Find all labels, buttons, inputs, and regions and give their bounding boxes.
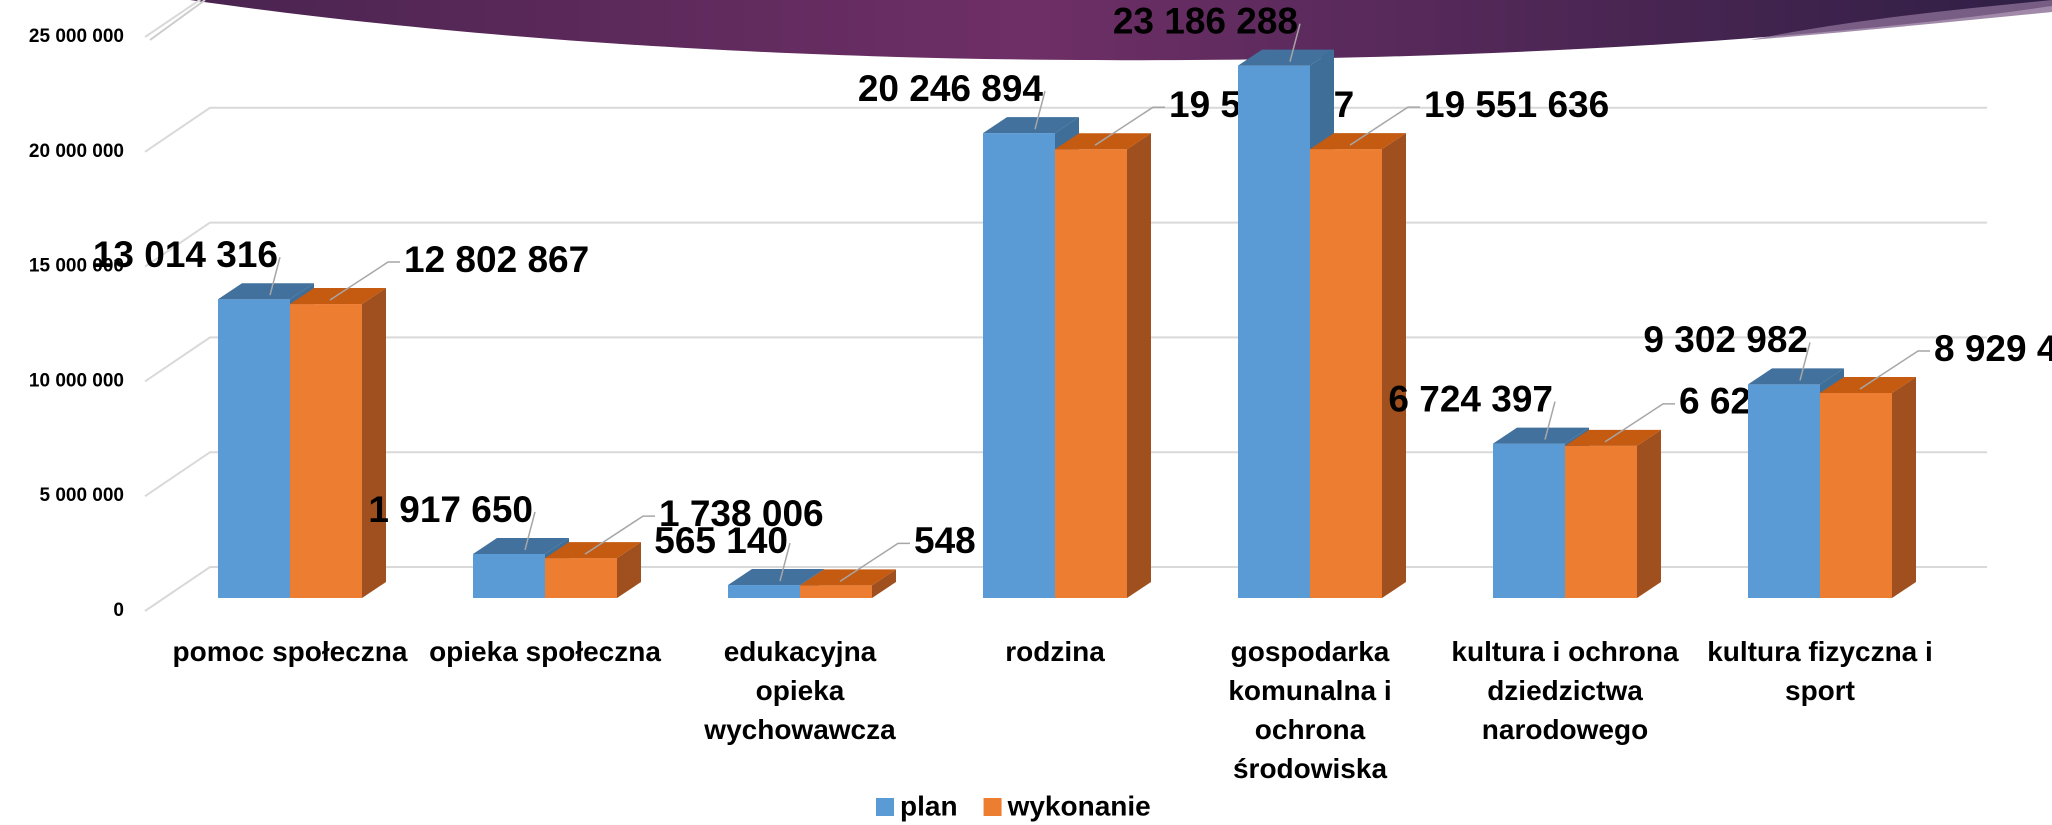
- bar-front: [1820, 392, 1892, 598]
- bar-top: [1565, 429, 1661, 446]
- bar-top: [545, 542, 641, 559]
- bar-top: [1055, 133, 1151, 150]
- bar-front: [1310, 149, 1382, 599]
- bar: [1820, 376, 1916, 598]
- bar-side: [1127, 133, 1151, 598]
- leader-line: [269, 257, 281, 296]
- bar-front: [983, 133, 1055, 598]
- bar-front: [800, 585, 872, 598]
- data-label: 9 302 982: [1643, 319, 1808, 360]
- y-tick-label: 0: [113, 600, 124, 621]
- leader-line: [1289, 23, 1301, 62]
- bar-front: [728, 585, 800, 598]
- y-tick-label: 5 000 000: [39, 485, 124, 506]
- bar-side: [1637, 429, 1661, 598]
- x-tick-label: kultura fizyczna i sport: [1707, 636, 1933, 706]
- header-accent: [1750, 0, 2052, 40]
- bar-top: [1820, 376, 1916, 393]
- bar-top: [218, 283, 314, 300]
- x-tick-label: opieka społeczna: [429, 636, 661, 667]
- bar-top: [473, 537, 569, 554]
- leader-line: [584, 515, 655, 555]
- bar: [1055, 133, 1151, 598]
- legend-swatch: [876, 798, 894, 816]
- bar-top: [1238, 49, 1334, 66]
- bar-front: [1565, 445, 1637, 598]
- bar: [800, 569, 896, 598]
- leader-line: [1544, 401, 1556, 440]
- leader-line: [524, 511, 536, 551]
- x-tick-label: pomoc społeczna: [172, 636, 408, 667]
- data-label: 1 738 006: [659, 493, 824, 534]
- leader-line: [839, 542, 910, 583]
- leader-line: [1799, 342, 1811, 381]
- leader-line: [1034, 90, 1046, 130]
- data-label: 6 724 397: [1388, 378, 1553, 419]
- bar: [1565, 429, 1661, 598]
- bar-top: [290, 288, 386, 305]
- bar-front: [1238, 65, 1310, 599]
- bar-side: [872, 569, 896, 598]
- bar-front: [218, 299, 290, 598]
- leader-line: [1859, 350, 1930, 390]
- leader-line: [1349, 106, 1420, 146]
- bar-top: [1493, 427, 1589, 444]
- bar: [290, 288, 386, 598]
- bar-front: [1493, 443, 1565, 598]
- bar-top: [983, 117, 1079, 134]
- grid-line: [144, 106, 1987, 153]
- leader-line: [329, 261, 400, 301]
- y-tick-label: 25 000 000: [29, 26, 124, 47]
- bar-side: [1892, 376, 1916, 598]
- bar: [545, 542, 641, 598]
- x-tick-label: kultura i ochrona dziedzictwa narodowego: [1451, 636, 1679, 745]
- bar-top: [800, 569, 896, 586]
- data-label: 1 917 650: [368, 489, 533, 530]
- bar-top: [728, 569, 824, 586]
- y-tick-label: 10 000 000: [29, 370, 124, 391]
- leader-line: [1604, 403, 1675, 443]
- x-tick-label: rodzina: [1005, 636, 1105, 667]
- data-label: 8 929 403: [1934, 328, 2052, 369]
- bar-front: [1748, 384, 1820, 598]
- data-label: 19 551 636: [1424, 84, 1609, 125]
- x-tick-label: edukacyjna opieka wychowawcza: [704, 636, 896, 745]
- bar-side: [617, 542, 641, 598]
- leader-line: [1094, 106, 1165, 146]
- bar-top: [1748, 368, 1844, 385]
- header-line: [149, 0, 206, 41]
- data-label: 20 246 894: [858, 68, 1044, 109]
- bar-front: [1055, 149, 1127, 598]
- data-label: 23 186 288: [1113, 0, 1298, 41]
- bar: [1310, 133, 1406, 599]
- data-label: 13 014 316: [93, 234, 278, 275]
- data-label: 12 802 867: [404, 239, 589, 280]
- bar-front: [473, 553, 545, 598]
- bar-front: [545, 558, 617, 598]
- header-banner: [190, 0, 2052, 61]
- y-tick-label: 15 000 000: [29, 256, 124, 277]
- bar-side: [1382, 133, 1406, 599]
- bar-front: [290, 304, 362, 598]
- bar-top: [1310, 133, 1406, 150]
- data-label: 565 140: [654, 520, 788, 561]
- y-tick-label: 20 000 000: [29, 141, 124, 162]
- grid-line: [144, 0, 202, 38]
- legend-swatch: [983, 798, 1002, 816]
- legend-label: plan: [900, 790, 958, 821]
- legend-label: wykonanie: [1007, 790, 1151, 821]
- bar-side: [362, 288, 386, 598]
- leader-line: [779, 542, 791, 582]
- x-tick-label: gospodarka komunalna i ochrona środowisk…: [1228, 636, 1392, 784]
